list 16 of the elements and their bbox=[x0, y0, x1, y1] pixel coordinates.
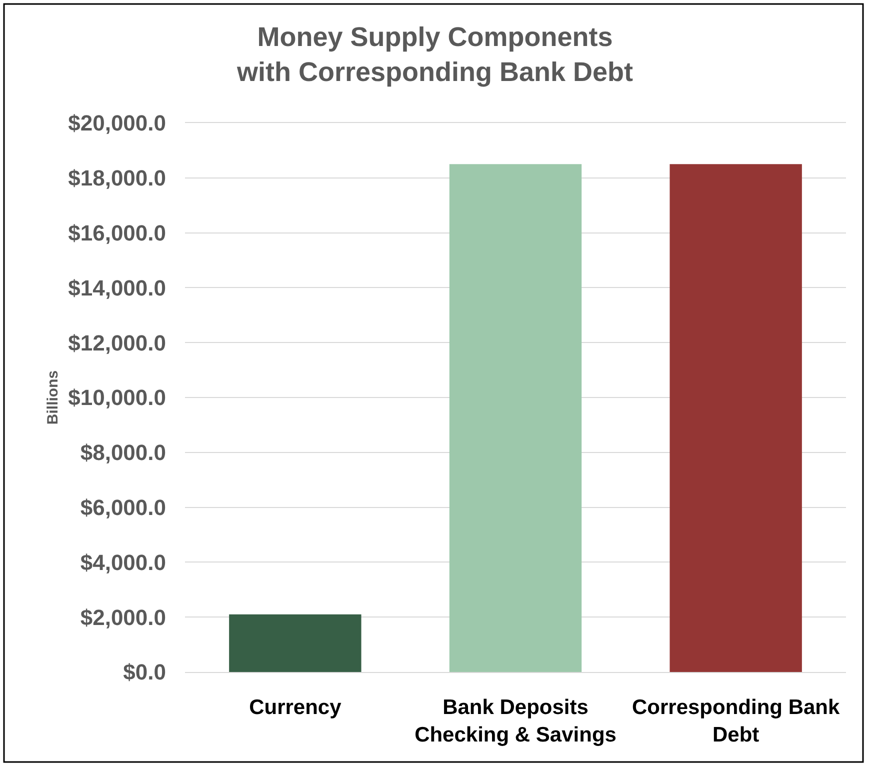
chart-title: Money Supply Components with Corresponding Bank Debt bbox=[236, 22, 634, 88]
y-tick-label: $4,000.0 bbox=[80, 550, 166, 575]
y-tick-label: $14,000.0 bbox=[68, 275, 166, 300]
y-tick-label: $8,000.0 bbox=[80, 440, 166, 466]
y-axis-title: Billions bbox=[44, 370, 62, 425]
y-tick-label: $0.0 bbox=[123, 660, 166, 685]
y-tick-label: $6,000.0 bbox=[80, 495, 166, 520]
x-tick-label: Corresponding Bank Debt bbox=[632, 696, 840, 746]
y-tick-label: $18,000.0 bbox=[68, 166, 166, 191]
x-tick-label: Currency bbox=[249, 696, 342, 720]
y-tick-label: $20,000.0 bbox=[68, 110, 166, 136]
x-tick-label: Bank Deposits Checking & Savings bbox=[414, 696, 616, 746]
y-tick-label: $16,000.0 bbox=[68, 220, 166, 246]
y-tick-label: $2,000.0 bbox=[80, 604, 166, 630]
y-tick-label: $10,000.0 bbox=[68, 385, 166, 410]
y-tick-label: $12,000.0 bbox=[68, 330, 166, 356]
